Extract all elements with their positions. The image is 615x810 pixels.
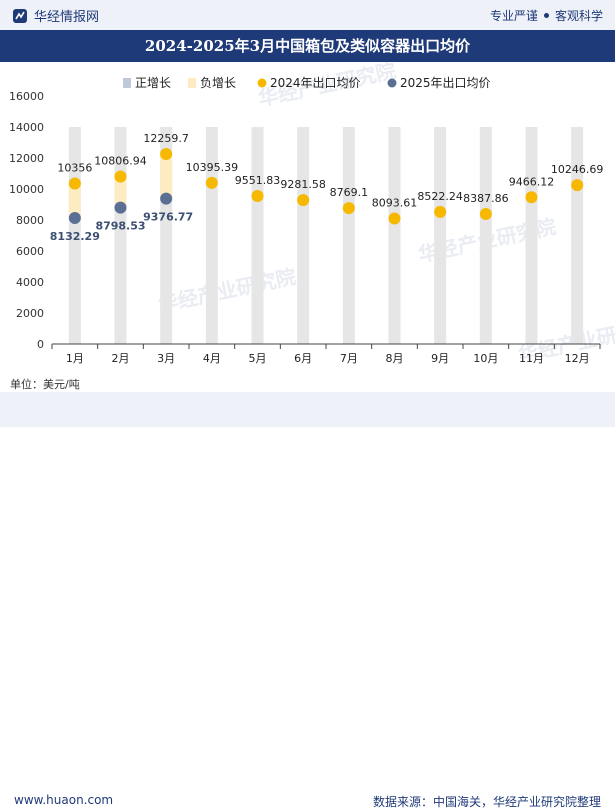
data-label-2024: 9281.58 [280, 178, 326, 191]
data-label-2024: 10356 [57, 161, 92, 174]
point-2024 [388, 212, 401, 225]
unit-label: 单位：美元/吨 [10, 378, 80, 391]
point-2024 [68, 177, 81, 190]
legend-marker [257, 78, 267, 88]
x-tick-label: 3月 [157, 352, 175, 365]
data-label-2025: 9376.77 [143, 211, 193, 224]
point-2024 [571, 179, 584, 192]
point-2025 [160, 192, 173, 205]
x-tick-label: 2月 [112, 352, 130, 365]
background-bar [525, 127, 538, 344]
legend-swatch [123, 78, 131, 88]
y-tick-label: 4000 [16, 276, 44, 289]
tagline: 专业严谨 客观科学 [490, 7, 603, 24]
data-label-2024: 9551.83 [235, 174, 281, 187]
x-tick-label: 11月 [519, 352, 544, 365]
x-tick-label: 9月 [431, 352, 449, 365]
background-bar [205, 127, 218, 344]
data-label-2024: 8387.86 [463, 192, 509, 205]
point-2024 [205, 176, 218, 189]
point-2025 [114, 201, 127, 214]
chart: 华经产业研究院华经产业研究院华经产业研究院华经产业研究院020004000600… [9, 62, 615, 367]
data-label-2024: 10395.39 [186, 161, 239, 174]
data-label-2024: 8522.24 [417, 190, 463, 203]
background-bar [571, 127, 584, 344]
tagline-right: 客观科学 [554, 9, 603, 23]
y-tick-label: 10000 [9, 183, 44, 196]
data-label-2025: 8798.53 [95, 220, 145, 233]
chart-title: 2024-2025年3月中国箱包及类似容器出口均价 [0, 30, 615, 62]
point-2024 [434, 205, 447, 218]
legend-label: 正增长 [135, 76, 171, 90]
separator-dot-icon [543, 13, 549, 18]
data-label-2024: 12259.7 [143, 132, 189, 145]
point-2024 [251, 189, 264, 202]
x-tick-label: 7月 [340, 352, 358, 365]
x-tick-label: 10月 [473, 352, 498, 365]
point-2024 [342, 202, 355, 215]
x-tick-label: 4月 [203, 352, 221, 365]
y-tick-label: 6000 [16, 245, 44, 258]
background-bar [342, 127, 355, 344]
x-tick-label: 5月 [249, 352, 267, 365]
site-link[interactable]: www.huaon.com [14, 793, 114, 807]
x-tick-label: 6月 [294, 352, 312, 365]
x-tick-label: 8月 [386, 352, 404, 365]
point-2024 [525, 191, 538, 204]
legend-label: 2025年出口均价 [400, 76, 491, 90]
watermark-text: 华经产业研究院 [156, 264, 298, 317]
x-tick-label: 12月 [565, 352, 590, 365]
legend-marker [387, 78, 397, 88]
background-bar [297, 127, 310, 344]
decrease-bar [114, 176, 127, 208]
point-2024 [479, 207, 492, 220]
y-tick-label: 0 [37, 338, 44, 351]
brand[interactable]: 华经情报网 [12, 6, 99, 25]
background-bar [388, 127, 401, 344]
data-label-2024: 9466.12 [509, 175, 555, 188]
point-2025 [68, 211, 81, 224]
data-label-2024: 10806.94 [94, 154, 147, 167]
data-label-2024: 8093.61 [372, 197, 418, 210]
source-note: 数据来源：中国海关，华经产业研究院整理 [372, 795, 601, 809]
brand-name: 华经情报网 [34, 10, 100, 25]
legend-swatch [188, 78, 196, 88]
point-2024 [114, 170, 127, 183]
data-label-2024: 8769.1 [330, 186, 369, 199]
y-tick-label: 16000 [9, 90, 44, 103]
footer-bar: www.huaon.com 数据来源：中国海关，华经产业研究院整理 [0, 392, 615, 809]
data-label-2024: 10246.69 [551, 163, 604, 176]
legend-label: 负增长 [200, 76, 236, 90]
y-tick-label: 2000 [16, 307, 44, 320]
background-bar [479, 127, 492, 344]
point-2024 [160, 147, 173, 160]
brand-logo-icon [13, 8, 27, 23]
background-bar [434, 127, 447, 344]
point-2024 [297, 194, 310, 207]
legend-label: 2024年出口均价 [270, 76, 361, 90]
y-tick-label: 8000 [16, 214, 44, 227]
tagline-left: 专业严谨 [489, 9, 538, 23]
y-tick-label: 14000 [9, 121, 44, 134]
x-tick-label: 1月 [66, 352, 84, 365]
background-bar [251, 127, 264, 344]
header-bar: 华经情报网 专业严谨 客观科学 [0, 0, 615, 30]
y-tick-label: 12000 [9, 152, 44, 165]
decrease-bar [160, 153, 173, 199]
data-label-2025: 8132.29 [50, 230, 100, 243]
decrease-bar [68, 183, 81, 218]
